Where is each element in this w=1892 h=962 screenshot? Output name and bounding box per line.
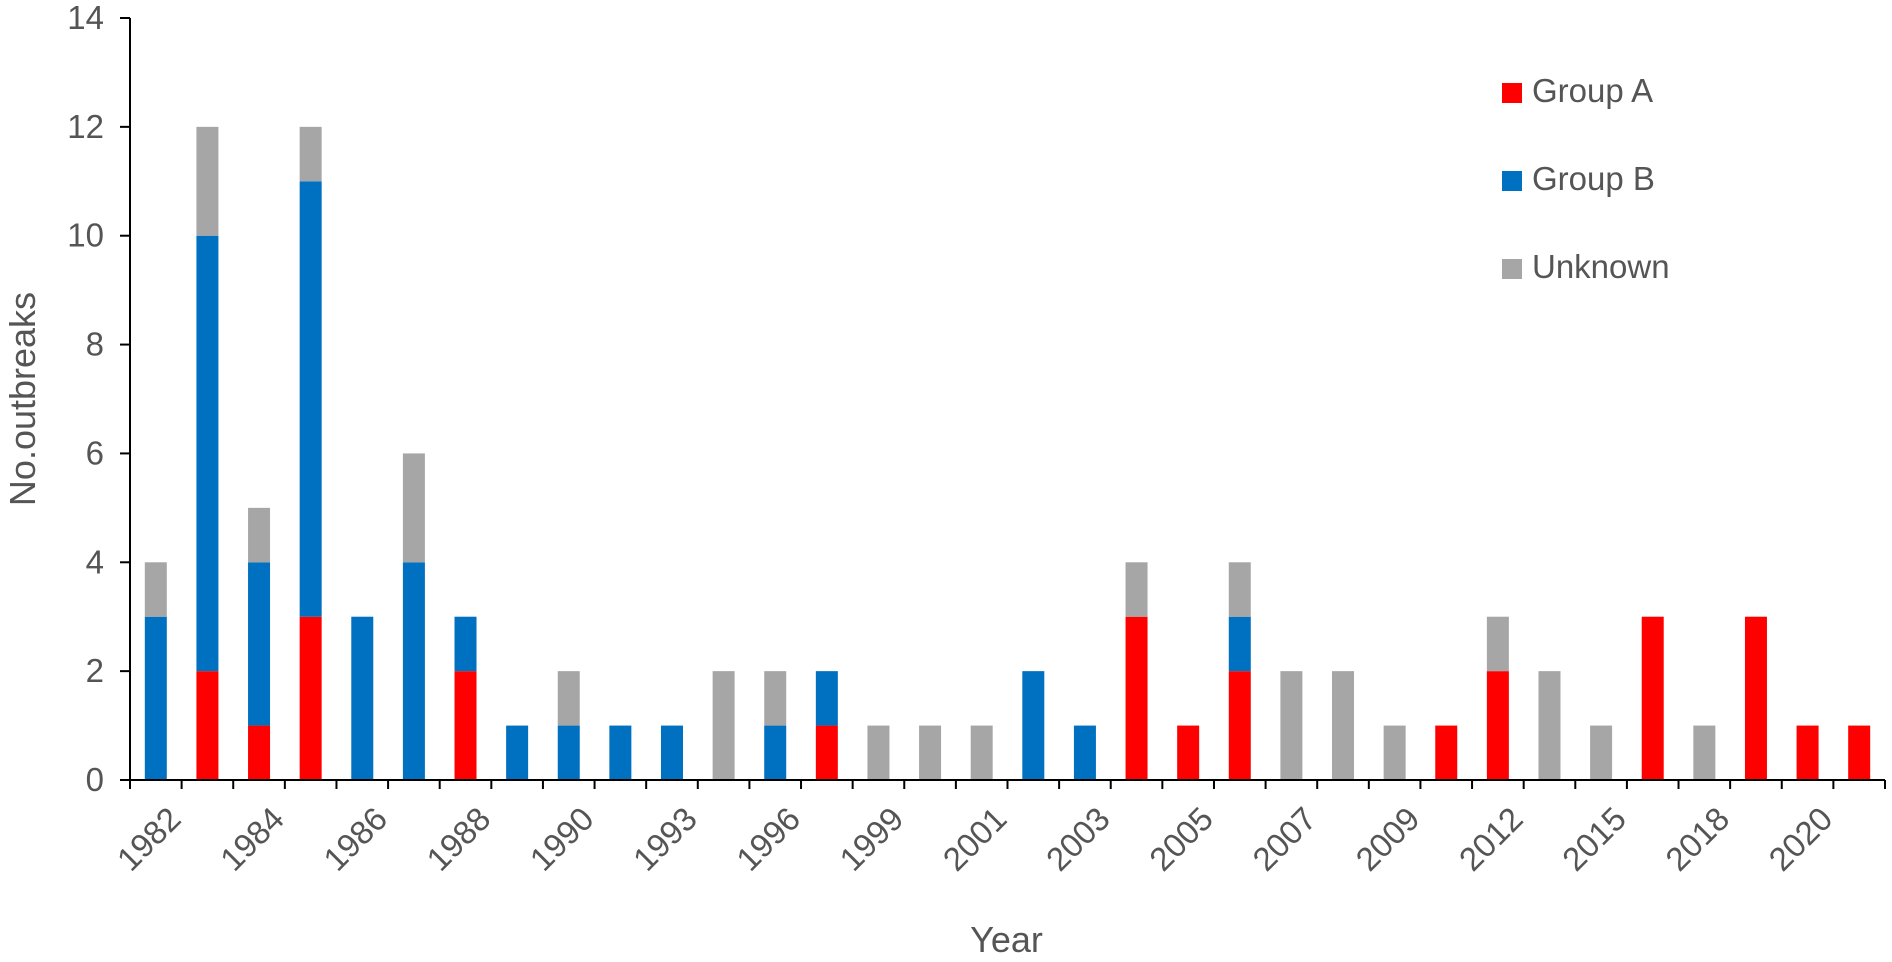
bar-group-b-2002 <box>1022 671 1045 780</box>
bar-group-a-2011 <box>1435 725 1458 780</box>
x-tick-label: 1993 <box>626 800 704 878</box>
legend-label-unknown: Unknown <box>1532 248 1670 285</box>
legend-swatch-group-a <box>1502 83 1522 103</box>
bar-unknown-2000 <box>919 725 942 780</box>
y-tick-label: 6 <box>86 434 104 471</box>
x-tick-label: 2005 <box>1142 800 1220 878</box>
x-tick-label: 1996 <box>729 800 807 878</box>
bar-group-a-2017 <box>1641 616 1664 780</box>
bar-group-b-1983 <box>196 235 219 672</box>
legend-swatch-group-b <box>1502 171 1522 191</box>
bar-unknown-2018 <box>1693 725 1716 780</box>
y-tick-label: 2 <box>86 652 104 689</box>
bar-group-b-1990 <box>557 725 580 780</box>
bar-group-b-1997 <box>815 671 838 726</box>
bar-unknown-1987 <box>402 453 425 563</box>
bar-unknown-2007 <box>1280 671 1303 780</box>
legend-label-group-b: Group B <box>1532 160 1655 197</box>
bar-unknown-2014 <box>1538 671 1561 780</box>
y-tick-label: 10 <box>67 217 104 254</box>
bar-group-a-2005 <box>1177 725 1200 780</box>
x-axis-title: Year <box>970 919 1043 960</box>
x-tick-label: 2015 <box>1555 800 1633 878</box>
y-tick-label: 0 <box>86 761 104 798</box>
y-tick-label: 4 <box>86 543 104 580</box>
y-axis-title: No.outbreaks <box>2 292 43 506</box>
bar-group-a-2019 <box>1744 616 1767 780</box>
bar-unknown-2012 <box>1486 616 1509 672</box>
x-tick-label: 2012 <box>1452 800 1530 878</box>
bar-group-b-1986 <box>351 616 374 780</box>
x-tick-label: 1984 <box>213 800 291 878</box>
bar-unknown-1996 <box>764 671 787 726</box>
bar-group-a-1983 <box>196 671 219 780</box>
x-tick-label: 1999 <box>832 800 910 878</box>
bar-group-a-1984 <box>248 725 271 780</box>
bar-group-a-2006 <box>1228 671 1251 780</box>
bar-group-b-1985 <box>299 181 322 617</box>
bar-unknown-2009 <box>1383 725 1406 780</box>
bar-group-a-2020 <box>1796 725 1819 780</box>
x-tick-label: 2009 <box>1348 800 1426 878</box>
bar-group-b-1988 <box>454 616 477 672</box>
bar-group-b-1987 <box>402 562 425 780</box>
legend: Group A Group B Unknown <box>1502 72 1670 285</box>
y-ticks: 0 2 4 6 8 10 12 14 <box>67 0 130 798</box>
bar-unknown-2004 <box>1125 562 1148 617</box>
x-tick-label: 1982 <box>110 800 188 878</box>
x-ticks: 1982 1984 1986 1988 1990 1993 1996 1999 2001 2003… <box>110 780 1886 878</box>
x-tick-label: 1988 <box>419 800 497 878</box>
bar-group-a-1988 <box>454 671 477 780</box>
x-tick-label: 1990 <box>523 800 601 878</box>
bar-group-a-1985 <box>299 616 322 780</box>
bar-group-b-1982 <box>144 616 167 780</box>
y-tick-label: 8 <box>86 326 104 363</box>
bar-group-b-2003 <box>1073 725 1096 780</box>
bar-group-a-2021 <box>1848 725 1871 780</box>
x-tick-label: 1986 <box>316 800 394 878</box>
bar-unknown-2001 <box>970 725 993 780</box>
bar-group-b-1989 <box>506 725 529 780</box>
legend-swatch-unknown <box>1502 259 1522 279</box>
bar-unknown-1984 <box>248 507 271 563</box>
bar-unknown-1999 <box>867 725 890 780</box>
bar-unknown-1983 <box>196 126 219 236</box>
bar-group-b-1992 <box>609 725 632 780</box>
bar-unknown-1995 <box>712 671 735 780</box>
bar-unknown-2008 <box>1332 671 1355 780</box>
bar-group-b-2006 <box>1228 616 1251 672</box>
bar-group-b-1993 <box>660 725 683 780</box>
y-tick-label: 12 <box>67 108 104 145</box>
bar-group-a-1997 <box>815 725 838 780</box>
legend-label-group-a: Group A <box>1532 72 1653 109</box>
bar-unknown-1985 <box>299 126 322 182</box>
x-tick-label: 2007 <box>1245 800 1323 878</box>
bar-unknown-1990 <box>557 671 580 726</box>
x-tick-label: 2018 <box>1658 800 1736 878</box>
bar-group-b-1984 <box>248 562 271 726</box>
bar-group-b-1996 <box>764 725 787 780</box>
bar-unknown-2006 <box>1228 562 1251 617</box>
bar-group-a-2004 <box>1125 616 1148 780</box>
bar-unknown-1982 <box>144 562 167 617</box>
y-tick-label: 14 <box>67 0 104 36</box>
bars-layer <box>144 126 1871 780</box>
x-tick-label: 2001 <box>936 800 1014 878</box>
bar-group-a-2012 <box>1486 671 1509 780</box>
x-tick-label: 2003 <box>1039 800 1117 878</box>
bar-unknown-2015 <box>1590 725 1613 780</box>
x-tick-label: 2020 <box>1761 800 1839 878</box>
